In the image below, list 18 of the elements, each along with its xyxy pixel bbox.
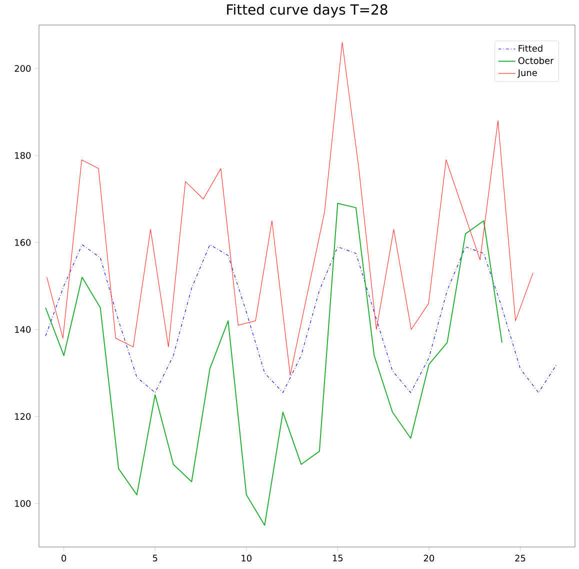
y-tick-label: 180: [15, 152, 31, 159]
x-tick-label: 20: [424, 554, 434, 562]
x-tick-label: 25: [515, 554, 526, 562]
x-tick-label: 15: [332, 554, 343, 562]
y-tick-label: 160: [15, 239, 31, 246]
y-tick-label: 120: [15, 413, 31, 420]
y-tick-label: 100: [15, 500, 31, 507]
x-tick-label: 10: [242, 554, 252, 562]
line-series: [45, 202, 502, 526]
y-tick-label: 140: [15, 326, 31, 333]
line-series: [45, 244, 558, 393]
chart-title: Fitted curve days T=28: [227, 4, 388, 18]
legend-label: Fitted: [518, 44, 542, 52]
x-tick-label: 0: [62, 554, 66, 562]
legend-label: October: [518, 57, 554, 64]
x-tick-label: 5: [152, 554, 158, 562]
y-tick-label: 200: [14, 65, 31, 72]
legend-label: June: [517, 69, 537, 78]
